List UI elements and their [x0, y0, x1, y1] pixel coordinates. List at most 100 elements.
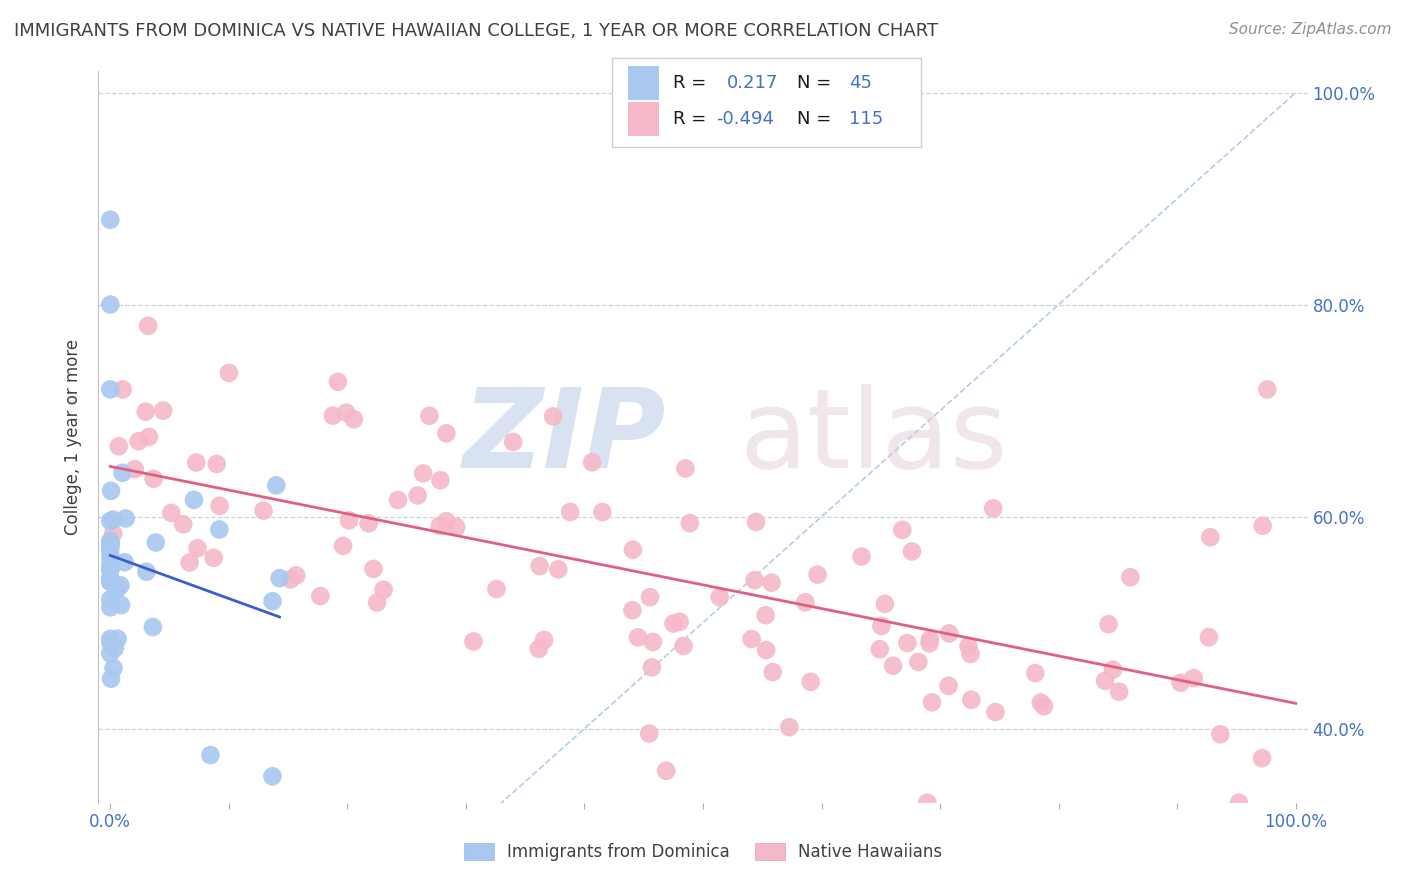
- Point: [187, 541, 209, 556]
- Point: [1102, 663, 1125, 677]
- Point: [105, 582, 128, 597]
- Point: [373, 582, 395, 597]
- Point: [673, 461, 696, 475]
- Text: -0.494: -0.494: [716, 110, 773, 128]
- Point: [641, 635, 664, 649]
- Point: [98, 571, 121, 585]
- Point: [1199, 530, 1222, 544]
- Point: [1251, 751, 1274, 765]
- Point: [921, 695, 943, 709]
- Point: [679, 516, 702, 530]
- Point: [142, 620, 165, 634]
- Point: [621, 603, 644, 617]
- Point: [638, 590, 661, 604]
- Point: [1170, 675, 1192, 690]
- Point: [128, 434, 150, 449]
- Point: [104, 581, 127, 595]
- Point: [98, 297, 121, 311]
- Point: [366, 596, 388, 610]
- Text: 0.217: 0.217: [727, 74, 779, 92]
- Point: [896, 636, 918, 650]
- Point: [110, 598, 132, 612]
- Point: [755, 643, 778, 657]
- Point: [917, 796, 939, 810]
- Point: [1251, 518, 1274, 533]
- Point: [547, 562, 569, 576]
- Point: [794, 595, 817, 609]
- Text: N =: N =: [797, 74, 837, 92]
- Point: [114, 555, 136, 569]
- Point: [418, 409, 440, 423]
- Point: [343, 412, 366, 426]
- Point: [627, 631, 650, 645]
- Point: [560, 505, 582, 519]
- Point: [655, 764, 678, 778]
- Point: [98, 212, 121, 227]
- Point: [103, 526, 125, 541]
- Point: [98, 563, 121, 577]
- Point: [202, 550, 225, 565]
- Point: [1094, 673, 1116, 688]
- Point: [672, 639, 695, 653]
- Point: [744, 573, 766, 587]
- Point: [745, 515, 768, 529]
- Point: [741, 632, 763, 646]
- Point: [363, 562, 385, 576]
- Point: [335, 406, 357, 420]
- Point: [429, 519, 451, 533]
- Point: [98, 600, 121, 615]
- Point: [429, 473, 451, 487]
- Point: [98, 635, 121, 649]
- Point: [103, 512, 125, 526]
- Point: [901, 544, 924, 558]
- Point: [332, 539, 354, 553]
- Y-axis label: College, 1 year or more: College, 1 year or more: [65, 339, 83, 535]
- Point: [981, 501, 1004, 516]
- Point: [1024, 666, 1046, 681]
- Point: [1108, 684, 1130, 698]
- Point: [1029, 696, 1052, 710]
- Point: [434, 426, 457, 441]
- Point: [882, 658, 904, 673]
- Point: [502, 434, 524, 449]
- Point: [278, 573, 301, 587]
- Point: [807, 567, 830, 582]
- Point: [1182, 671, 1205, 685]
- Point: [114, 511, 136, 525]
- Point: [387, 493, 409, 508]
- Point: [434, 514, 457, 528]
- Point: [285, 568, 308, 582]
- Point: [357, 516, 380, 531]
- Point: [262, 769, 284, 783]
- Point: [135, 565, 157, 579]
- Point: [200, 748, 222, 763]
- Point: [309, 589, 332, 603]
- Point: [668, 615, 690, 629]
- Text: N =: N =: [797, 110, 837, 128]
- Point: [98, 574, 121, 589]
- Point: [136, 318, 159, 333]
- Point: [208, 499, 231, 513]
- Point: [485, 582, 508, 596]
- Text: 115: 115: [849, 110, 883, 128]
- Point: [641, 660, 664, 674]
- Point: [907, 655, 929, 669]
- Point: [252, 503, 274, 517]
- Point: [107, 632, 129, 646]
- Point: [1119, 570, 1142, 584]
- Point: [218, 366, 240, 380]
- Point: [1209, 727, 1232, 741]
- Point: [527, 641, 550, 656]
- Point: [621, 542, 644, 557]
- Point: [938, 626, 960, 640]
- Point: [145, 535, 167, 549]
- Point: [98, 562, 121, 576]
- Point: [103, 661, 125, 675]
- Point: [1033, 699, 1056, 714]
- Point: [98, 536, 121, 550]
- Point: [869, 642, 891, 657]
- Point: [98, 646, 121, 660]
- Point: [160, 506, 183, 520]
- Point: [98, 514, 121, 528]
- Point: [662, 616, 685, 631]
